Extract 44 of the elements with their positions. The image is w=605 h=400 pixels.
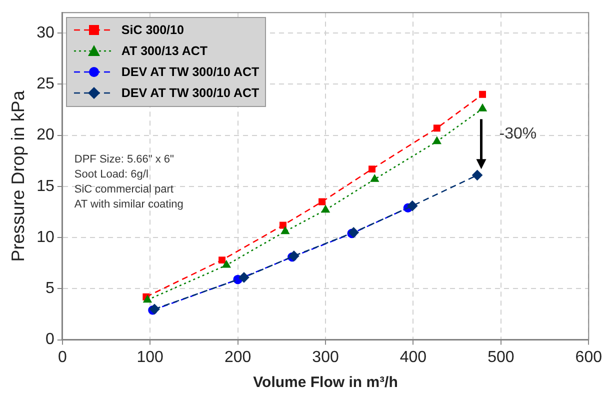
y-tick-label: 25 xyxy=(36,76,54,93)
x-tick-label: 500 xyxy=(488,348,514,366)
point xyxy=(348,227,359,238)
legend-label: AT 300/13 ACT xyxy=(121,44,208,58)
point xyxy=(370,174,379,182)
legend-label: DEV AT TW 300/10 ACT xyxy=(121,65,260,80)
point xyxy=(149,304,160,314)
point xyxy=(479,90,486,98)
y-tick-label: 5 xyxy=(45,280,54,298)
legend-label: SiC 300/10 xyxy=(121,23,184,38)
annotation: Soot Load: 6g/l xyxy=(74,168,148,181)
annotation: AT with similar coating xyxy=(74,198,184,211)
annotation: -30% xyxy=(499,126,537,143)
point xyxy=(472,170,482,180)
point xyxy=(143,295,152,303)
annotation: DPF Size: 5.66" x 6" xyxy=(74,154,174,166)
x-tick-label: 100 xyxy=(136,348,164,366)
point xyxy=(288,250,300,262)
x-tick-label: 0 xyxy=(58,348,67,366)
point xyxy=(222,260,231,268)
point xyxy=(280,222,286,229)
legend-label: DEV AT TW 300/10 ACT xyxy=(121,86,260,100)
point xyxy=(407,200,418,212)
point xyxy=(281,226,290,234)
x-tick-label: 200 xyxy=(224,348,252,366)
x-tick-label: 600 xyxy=(575,348,602,366)
x-axis-title: Volume Flow in m³/h xyxy=(253,374,398,392)
point xyxy=(432,136,442,144)
x-tick-label: 400 xyxy=(400,348,427,366)
point xyxy=(218,256,226,264)
y-tick-label: 20 xyxy=(36,126,54,144)
point xyxy=(368,166,376,173)
x-tick-label: 300 xyxy=(312,348,339,366)
y-tick-label: 10 xyxy=(36,228,54,246)
point xyxy=(433,124,440,132)
point xyxy=(321,205,330,213)
y-tick-label: 15 xyxy=(36,178,54,195)
point xyxy=(478,104,487,112)
y-axis-title: Pressure Drop in kPa xyxy=(8,90,28,262)
annotation: SiC commercial part xyxy=(74,184,174,196)
point xyxy=(238,272,250,283)
point xyxy=(318,198,326,206)
y-tick-label: 0 xyxy=(45,331,54,348)
y-tick-label: 30 xyxy=(36,24,54,42)
